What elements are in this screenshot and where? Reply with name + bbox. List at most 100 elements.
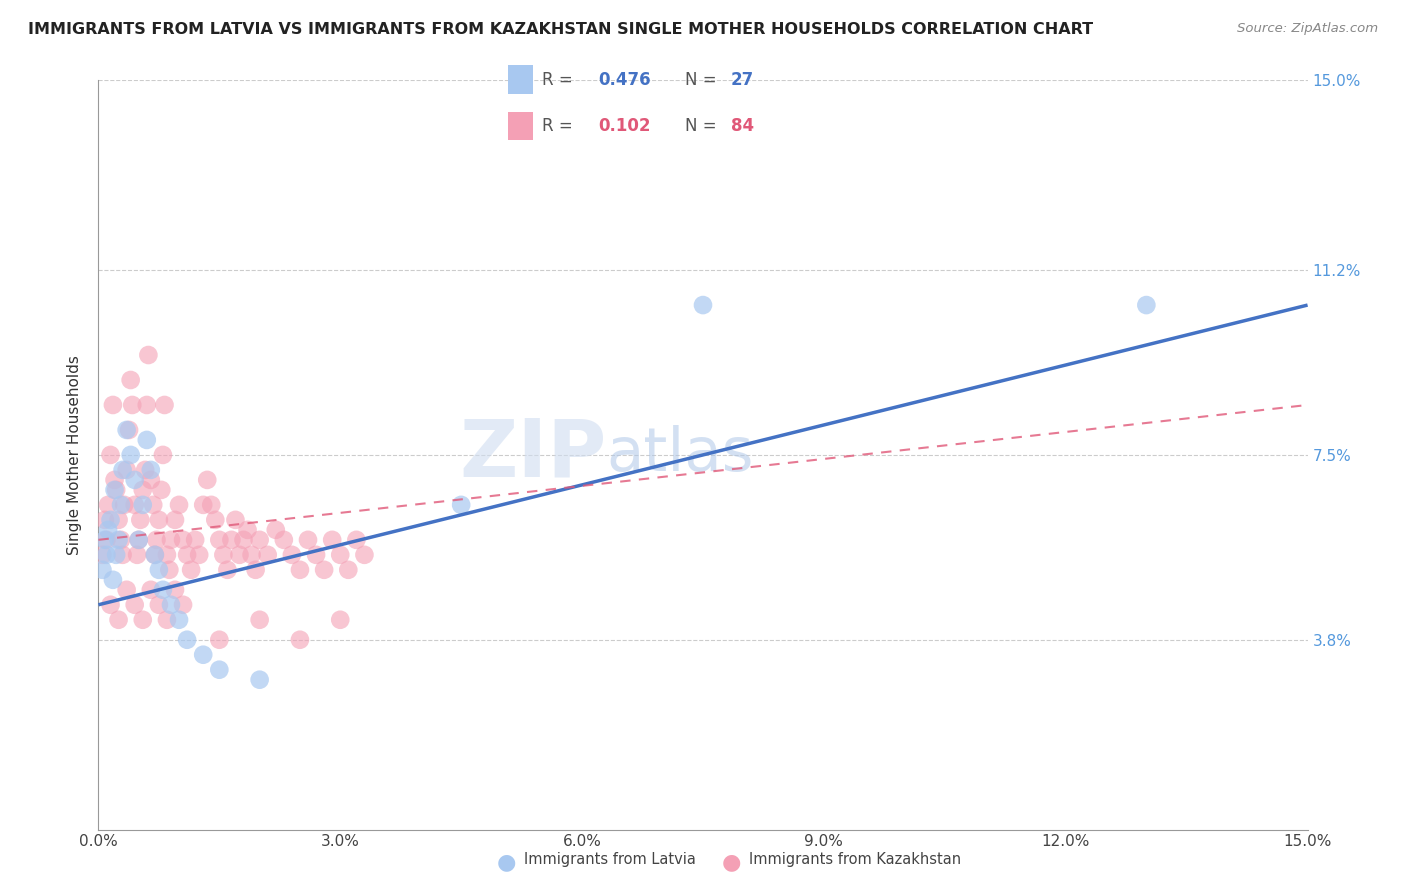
Y-axis label: Single Mother Households: Single Mother Households xyxy=(67,355,83,555)
Point xyxy=(180,563,202,577)
Point xyxy=(160,533,183,547)
Point xyxy=(176,632,198,647)
Point xyxy=(153,398,176,412)
Point xyxy=(228,548,250,562)
Point xyxy=(110,533,132,547)
Point xyxy=(236,523,259,537)
Point xyxy=(193,648,215,662)
Point xyxy=(329,613,352,627)
Point xyxy=(127,548,149,562)
Point xyxy=(120,448,142,462)
Point xyxy=(353,548,375,562)
Point xyxy=(200,498,222,512)
Point xyxy=(100,598,122,612)
Point xyxy=(160,598,183,612)
Point xyxy=(245,563,267,577)
Point xyxy=(204,513,226,527)
Text: Source: ZipAtlas.com: Source: ZipAtlas.com xyxy=(1237,22,1378,36)
Text: N =: N = xyxy=(685,70,721,88)
Point xyxy=(94,513,117,527)
Point xyxy=(297,533,319,547)
Point xyxy=(91,548,114,562)
Point xyxy=(132,498,155,512)
Point xyxy=(139,582,162,597)
Point xyxy=(143,548,166,562)
Point xyxy=(156,613,179,627)
Point xyxy=(249,613,271,627)
Point xyxy=(101,573,124,587)
Point xyxy=(172,598,194,612)
Point xyxy=(148,598,170,612)
Point xyxy=(167,498,190,512)
Point xyxy=(100,448,122,462)
Point xyxy=(240,548,263,562)
Point xyxy=(329,548,352,562)
Point xyxy=(135,398,157,412)
Text: 0.476: 0.476 xyxy=(598,70,651,88)
Point xyxy=(139,473,162,487)
Point xyxy=(273,533,295,547)
Point xyxy=(450,498,472,512)
Point xyxy=(184,533,207,547)
Text: 84: 84 xyxy=(731,118,754,136)
Text: ZIP: ZIP xyxy=(458,416,606,494)
Point xyxy=(217,563,239,577)
Point xyxy=(208,533,231,547)
Point xyxy=(139,463,162,477)
Point xyxy=(115,463,138,477)
Point xyxy=(132,483,155,497)
Point xyxy=(124,598,146,612)
Point xyxy=(188,548,211,562)
Point xyxy=(96,533,118,547)
Point xyxy=(103,473,125,487)
Point xyxy=(101,398,124,412)
Text: N =: N = xyxy=(685,118,721,136)
Point xyxy=(176,548,198,562)
Text: Immigrants from Latvia: Immigrants from Latvia xyxy=(524,852,696,867)
Point xyxy=(249,673,271,687)
Text: 0.102: 0.102 xyxy=(598,118,651,136)
Point xyxy=(111,463,134,477)
Point xyxy=(281,548,304,562)
Point xyxy=(305,548,328,562)
Point xyxy=(212,548,235,562)
Point xyxy=(96,548,118,562)
Point xyxy=(148,563,170,577)
Point xyxy=(314,563,336,577)
Point xyxy=(208,663,231,677)
Point xyxy=(145,533,167,547)
Point xyxy=(107,513,129,527)
Point xyxy=(157,563,180,577)
Point xyxy=(249,533,271,547)
Point xyxy=(288,563,311,577)
Point xyxy=(107,613,129,627)
Point xyxy=(97,523,120,537)
Point xyxy=(150,483,173,497)
Point xyxy=(156,548,179,562)
Bar xyxy=(509,65,533,94)
Point xyxy=(134,463,156,477)
Point xyxy=(288,632,311,647)
Point xyxy=(1135,298,1157,312)
Point xyxy=(100,513,122,527)
Point xyxy=(172,533,194,547)
Point xyxy=(124,473,146,487)
Point xyxy=(112,498,135,512)
Text: R =: R = xyxy=(543,70,578,88)
Point xyxy=(135,433,157,447)
Point xyxy=(163,582,186,597)
Point xyxy=(107,533,129,547)
Point xyxy=(152,448,174,462)
Point xyxy=(232,533,254,547)
Point xyxy=(208,632,231,647)
Point xyxy=(256,548,278,562)
Point xyxy=(224,513,246,527)
Text: 27: 27 xyxy=(731,70,755,88)
Point xyxy=(138,348,160,362)
Bar xyxy=(509,112,533,140)
Point xyxy=(195,473,218,487)
Point xyxy=(129,513,152,527)
Point xyxy=(124,498,146,512)
Text: Immigrants from Kazakhstan: Immigrants from Kazakhstan xyxy=(749,852,962,867)
Point xyxy=(115,423,138,437)
